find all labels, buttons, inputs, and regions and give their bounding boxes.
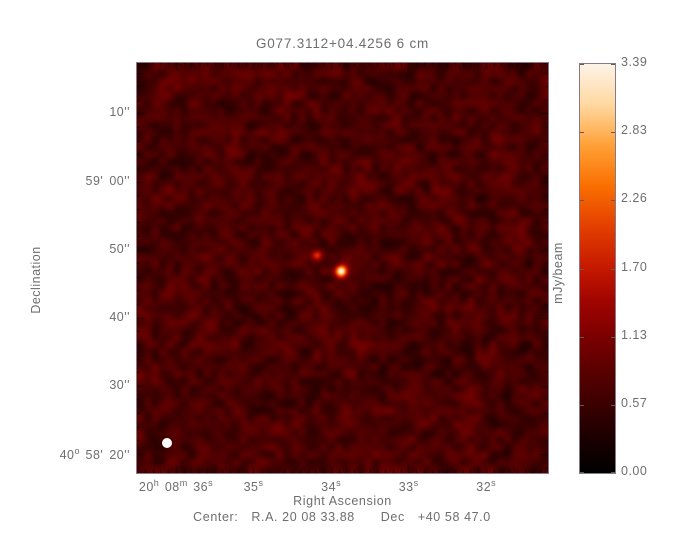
colorbar-tick — [611, 268, 615, 270]
tick-label-segment: 00'' — [109, 173, 130, 188]
x-tick-label: 32s — [416, 478, 556, 494]
tick-label-segment: 40'' — [109, 309, 130, 324]
caption-dec-label: Dec — [380, 510, 405, 524]
colorbar-tick — [611, 132, 615, 134]
tick-label-segment: 08m — [164, 478, 188, 494]
tick-label-segment: 36s — [193, 478, 213, 494]
colorbar-tick-label: 0.57 — [621, 395, 648, 410]
colorbar-tick-label: 3.39 — [621, 55, 648, 69]
tick-label-segment: 50'' — [109, 241, 130, 256]
colorbar-tick-label: 1.13 — [621, 327, 648, 342]
x-tick-label: 35s — [183, 478, 323, 494]
caption-dec-value: +40 58 47.0 — [417, 510, 491, 524]
colorbar-tick — [580, 404, 584, 406]
colorbar-label: mJy/beam — [551, 242, 565, 304]
y-tick-label: 40o 58' 20'' — [0, 446, 130, 462]
y-tick-label: 10'' — [0, 105, 130, 119]
center-caption: Center: R.A. 20 08 33.88 Dec +40 58 47.0 — [100, 510, 584, 524]
colorbar-tick — [580, 200, 584, 202]
tick-label-segment: 30'' — [109, 377, 130, 392]
y-tick-label: 30'' — [0, 378, 130, 392]
colorbar-tick — [611, 404, 615, 406]
colorbar-tick — [580, 268, 584, 270]
tick-label-segment: 40o — [59, 445, 80, 462]
colorbar-tick-label: 0.00 — [621, 464, 648, 478]
caption-ra-value: R.A. 20 08 33.88 — [251, 510, 355, 524]
y-tick-label: 40'' — [0, 310, 130, 324]
tick-label-segment: 35s — [243, 478, 264, 494]
colorbar-tick — [611, 200, 615, 202]
tick-label-segment: 33s — [398, 478, 419, 494]
tick-label-segment: 20'' — [109, 447, 130, 462]
tick-label-segment: 59' — [85, 173, 104, 188]
tick-label-segment: 34s — [321, 478, 341, 494]
x-tick-label: 20h 08m 36s — [106, 478, 246, 494]
colorbar-tick-label: 2.83 — [621, 123, 648, 138]
colorbar-tick-label: 2.26 — [621, 191, 648, 206]
tick-label-segment: 32s — [476, 478, 496, 494]
caption-center-label: Center: — [193, 510, 239, 524]
sky-map-canvas — [137, 63, 548, 473]
colorbar-tick-label: 1.70 — [621, 259, 648, 274]
colorbar — [579, 63, 616, 474]
sky-map-frame — [136, 62, 549, 474]
colorbar-tick — [611, 64, 615, 65]
tick-label-segment: 20h — [138, 478, 159, 494]
figure-title: G077.3112+04.4256 6 cm — [255, 36, 430, 51]
colorbar-tick — [580, 64, 584, 65]
x-tick-label: 33s — [338, 478, 478, 494]
y-tick-label: 50'' — [0, 242, 130, 256]
y-axis-label: Declination — [29, 246, 43, 314]
colorbar-tick — [611, 472, 615, 473]
x-tick-label: 34s — [261, 478, 401, 494]
tick-label-segment: 10'' — [109, 105, 130, 120]
beam-ellipse — [162, 438, 172, 449]
tick-label-segment: 58' — [85, 447, 104, 462]
colorbar-tick — [611, 336, 615, 338]
colorbar-tick — [580, 472, 584, 473]
colorbar-tick — [580, 132, 584, 134]
y-tick-label: 59' 00'' — [0, 174, 130, 188]
colorbar-tick — [580, 336, 584, 338]
colorbar-gradient — [580, 64, 615, 473]
x-axis-label: Right Ascension — [293, 494, 392, 508]
